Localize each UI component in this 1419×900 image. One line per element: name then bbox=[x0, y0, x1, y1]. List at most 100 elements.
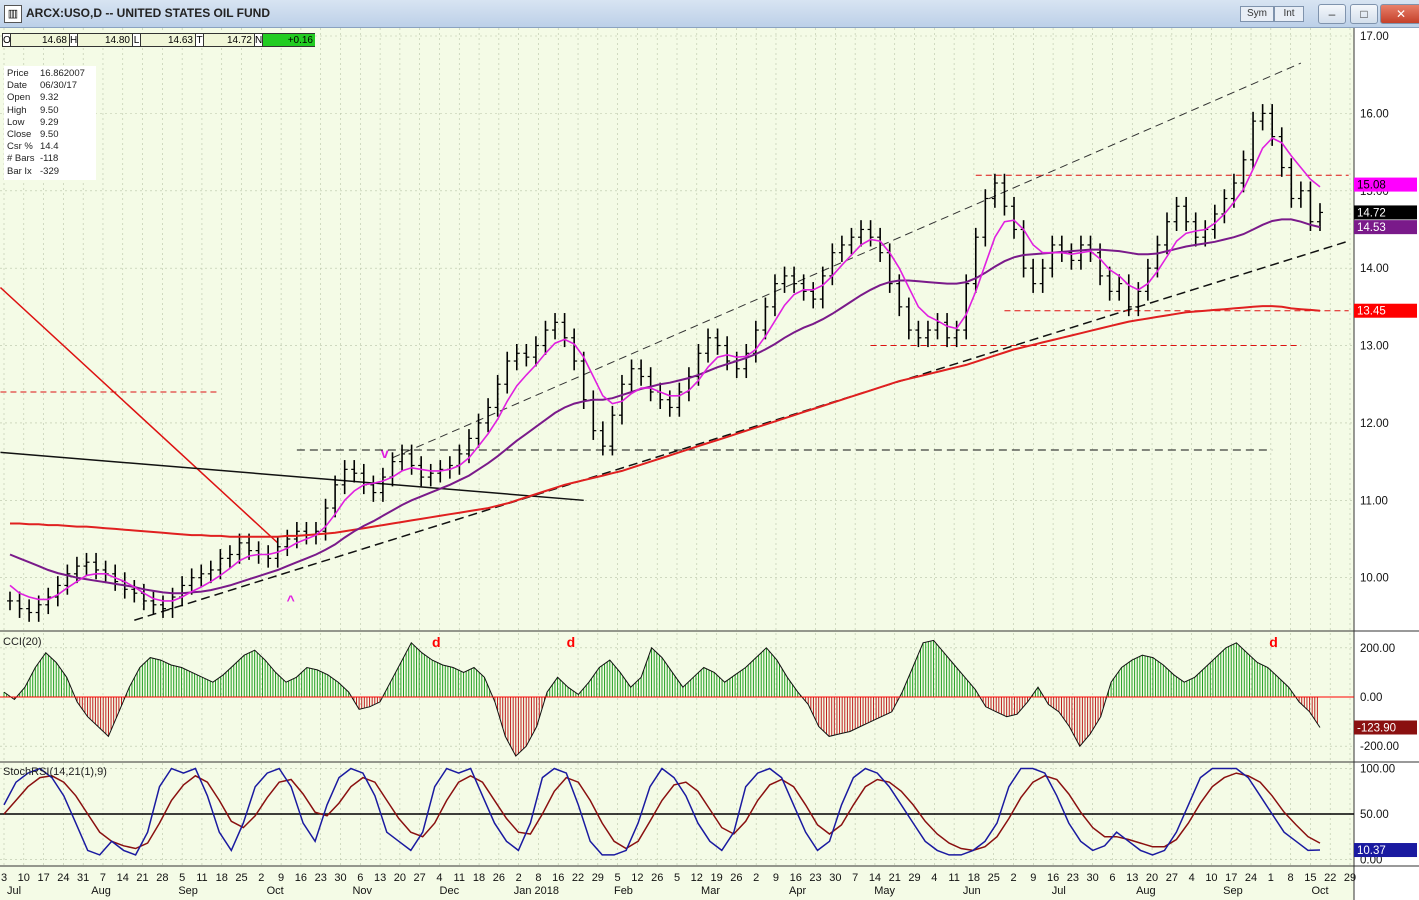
day-tick-label: 2 bbox=[753, 872, 759, 884]
day-tick-label: 31 bbox=[77, 872, 89, 884]
day-tick-label: 25 bbox=[235, 872, 247, 884]
day-tick-label: 28 bbox=[156, 872, 168, 884]
info-value: 9.32 bbox=[40, 92, 59, 104]
cursor-info-panel: Price 16.862007 Date 06/30/17 Open 9.32 High 9.… bbox=[4, 66, 96, 180]
day-tick-label: 15 bbox=[1304, 872, 1316, 884]
price-badge: 14.72 bbox=[1357, 207, 1386, 219]
day-tick-label: 22 bbox=[572, 872, 584, 884]
y-tick-label: 17.00 bbox=[1360, 31, 1389, 43]
day-tick-label: 14 bbox=[117, 872, 129, 884]
day-tick-label: 7 bbox=[852, 872, 858, 884]
open-value: 14.68 bbox=[11, 33, 69, 47]
day-tick-label: 13 bbox=[374, 872, 386, 884]
day-tick-label: 6 bbox=[357, 872, 363, 884]
axis-background bbox=[1354, 28, 1419, 900]
day-tick-label: 17 bbox=[37, 872, 49, 884]
y-tick-label: 50.00 bbox=[1360, 809, 1389, 821]
day-tick-label: 9 bbox=[773, 872, 779, 884]
price-badge-bg bbox=[1354, 177, 1417, 192]
day-tick-label: 8 bbox=[535, 872, 541, 884]
info-value: -329 bbox=[40, 165, 60, 177]
day-tick-label: 16 bbox=[1047, 872, 1059, 884]
day-tick-label: 30 bbox=[1087, 872, 1099, 884]
day-tick-label: 14 bbox=[869, 872, 881, 884]
low-label: L bbox=[132, 33, 141, 47]
month-tick-label: Jul bbox=[1052, 885, 1066, 897]
info-key: Price bbox=[7, 68, 29, 79]
y-tick-label: 0.00 bbox=[1360, 854, 1382, 866]
month-tick-label: May bbox=[874, 885, 895, 897]
month-tick-label: Nov bbox=[352, 885, 372, 897]
info-row: Date 06/30/17 bbox=[7, 80, 93, 92]
window-title: ARCX:USO,D -- UNITED STATES OIL FUND bbox=[26, 6, 270, 20]
day-tick-label: 8 bbox=[1288, 872, 1294, 884]
info-key: Bar Ix bbox=[7, 165, 32, 177]
stoch-k-line bbox=[3, 767, 1321, 856]
month-tick-label: Apr bbox=[789, 885, 806, 897]
close-button[interactable]: ✕ bbox=[1380, 4, 1419, 24]
info-key: Open bbox=[7, 92, 31, 104]
day-tick-label: 12 bbox=[691, 872, 703, 884]
day-tick-label: 4 bbox=[1189, 872, 1195, 884]
day-tick-label: 24 bbox=[57, 872, 69, 884]
close-label: T bbox=[195, 33, 204, 47]
day-tick-label: 26 bbox=[651, 872, 663, 884]
day-tick-label: 9 bbox=[1030, 872, 1036, 884]
month-tick-label: Feb bbox=[614, 885, 633, 897]
day-tick-label: 22 bbox=[1324, 872, 1336, 884]
day-tick-label: 20 bbox=[1146, 872, 1158, 884]
info-key: Close bbox=[7, 129, 32, 141]
minimize-button[interactable]: – bbox=[1318, 4, 1346, 24]
info-row: Close 9.50 bbox=[7, 129, 93, 141]
info-key: High bbox=[7, 104, 27, 116]
month-tick-label: Jul bbox=[7, 885, 21, 897]
trendline-black-flat bbox=[0, 451, 584, 502]
y-tick-label: 12.00 bbox=[1360, 418, 1389, 430]
high-label: H bbox=[69, 33, 78, 47]
sym-button[interactable]: Sym bbox=[1240, 6, 1274, 22]
day-tick-label: 29 bbox=[1344, 872, 1356, 884]
cci-badge: -123.90 bbox=[1357, 722, 1396, 734]
day-tick-label: 16 bbox=[790, 872, 802, 884]
day-tick-label: 9 bbox=[278, 872, 284, 884]
month-tick-label: Oct bbox=[267, 885, 284, 897]
cci-divergence-marker: d bbox=[567, 634, 576, 650]
price-panel: v^ bbox=[0, 62, 1349, 622]
day-tick-label: 27 bbox=[414, 872, 426, 884]
price-badge-bg bbox=[1354, 220, 1417, 235]
y-tick-label: 200.00 bbox=[1360, 643, 1395, 655]
ma-slow-line bbox=[10, 305, 1321, 538]
price-annotation: v bbox=[381, 445, 389, 461]
day-tick-label: 18 bbox=[216, 872, 228, 884]
day-tick-label: 26 bbox=[730, 872, 742, 884]
day-tick-label: 29 bbox=[592, 872, 604, 884]
stochrsi-label: StochRSI(14,21(1),9) bbox=[3, 766, 107, 778]
price-badge: 15.08 bbox=[1357, 180, 1386, 192]
y-tick-label: 10.00 bbox=[1360, 573, 1389, 585]
info-key: Date bbox=[7, 80, 28, 92]
month-tick-label: Sep bbox=[1223, 885, 1243, 897]
day-tick-label: 30 bbox=[829, 872, 841, 884]
price-badge-bg bbox=[1354, 205, 1417, 220]
cci-divergence-marker: d bbox=[432, 634, 441, 650]
day-tick-label: 27 bbox=[1166, 872, 1178, 884]
day-tick-label: 23 bbox=[1067, 872, 1079, 884]
info-value: 9.50 bbox=[40, 104, 59, 116]
cci-divergence-marker: d bbox=[1269, 634, 1278, 650]
ma-fast-line bbox=[9, 137, 1321, 602]
info-row: Low 9.29 bbox=[7, 117, 93, 129]
axes: 3 10 17 24 31 7 14 21 28 5 11 18 25 2 9 16 23 30 6 13 20 27 4 1… bbox=[1, 31, 1417, 897]
day-tick-label: 24 bbox=[1245, 872, 1257, 884]
info-row: Open 9.32 bbox=[7, 92, 93, 104]
day-tick-label: 2 bbox=[258, 872, 264, 884]
day-tick-label: 23 bbox=[809, 872, 821, 884]
day-tick-label: 29 bbox=[908, 872, 920, 884]
cci-badge-bg bbox=[1354, 720, 1417, 735]
int-button[interactable]: Int bbox=[1274, 6, 1304, 22]
maximize-button[interactable]: □ bbox=[1350, 4, 1378, 24]
price-badge-bg bbox=[1354, 303, 1417, 318]
info-key: Csr % bbox=[7, 141, 33, 153]
day-tick-label: 26 bbox=[493, 872, 505, 884]
